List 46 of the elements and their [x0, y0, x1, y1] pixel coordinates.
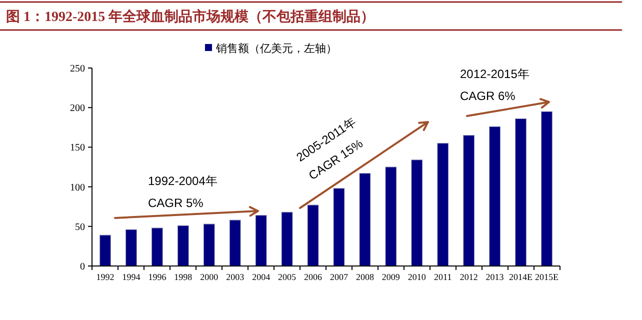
- x-tick-label: 1994: [122, 272, 141, 282]
- y-tick-label: 150: [70, 142, 85, 154]
- x-tick-label: 2010: [408, 272, 426, 282]
- bar: [307, 204, 319, 266]
- chart-title: 图 1：1992-2015 年全球血制品市场规模（不包括重组制品）: [6, 8, 375, 25]
- x-tick-label: 2006: [304, 272, 323, 282]
- bar: [203, 224, 215, 266]
- bar: [333, 188, 345, 266]
- y-tick-label: 200: [70, 103, 85, 114]
- bar: [255, 215, 267, 266]
- x-tick-label: 1996: [148, 272, 167, 282]
- x-tick-label: 2005: [278, 272, 297, 282]
- y-tick-label: 100: [70, 182, 85, 194]
- legend-label: 销售额（亿美元，左轴）: [215, 42, 337, 55]
- bar: [281, 212, 293, 266]
- bar: [151, 228, 163, 266]
- bar: [541, 111, 553, 266]
- x-tick-label: 2004: [252, 272, 271, 282]
- bar: [229, 220, 241, 266]
- x-tick-label: 2015E: [535, 272, 560, 282]
- x-tick-label: 2000: [200, 272, 219, 282]
- x-tick-label: 2008: [356, 272, 374, 282]
- bar: [99, 234, 111, 266]
- bar: [437, 142, 449, 266]
- y-tick-label: 50: [75, 222, 85, 233]
- bar: [359, 173, 371, 266]
- bar: [515, 118, 527, 266]
- y-tick-label: 250: [70, 64, 85, 74]
- x-tick-label: 2014E: [509, 272, 534, 282]
- x-tick-label: 2013: [486, 272, 504, 282]
- bar: [177, 225, 189, 266]
- bar: [125, 229, 137, 266]
- x-tick-label: 1992: [96, 272, 114, 282]
- x-tick-label: 2012: [460, 272, 478, 282]
- x-tick-label: 2009: [382, 272, 400, 282]
- annotation: 1992-2004年 CAGR 5%: [148, 174, 218, 210]
- x-tick-label: 1998: [174, 272, 193, 282]
- x-tick-label: 2003: [226, 272, 245, 282]
- annotation: 2012-2015年 CAGR 6%: [460, 67, 530, 103]
- y-tick-label: 0: [80, 262, 85, 272]
- x-tick-label: 2007: [330, 272, 348, 282]
- bar: [411, 160, 423, 266]
- x-tick-label: 2011: [434, 272, 452, 282]
- bar: [385, 166, 397, 266]
- bar: [489, 126, 501, 266]
- bar: [463, 135, 475, 266]
